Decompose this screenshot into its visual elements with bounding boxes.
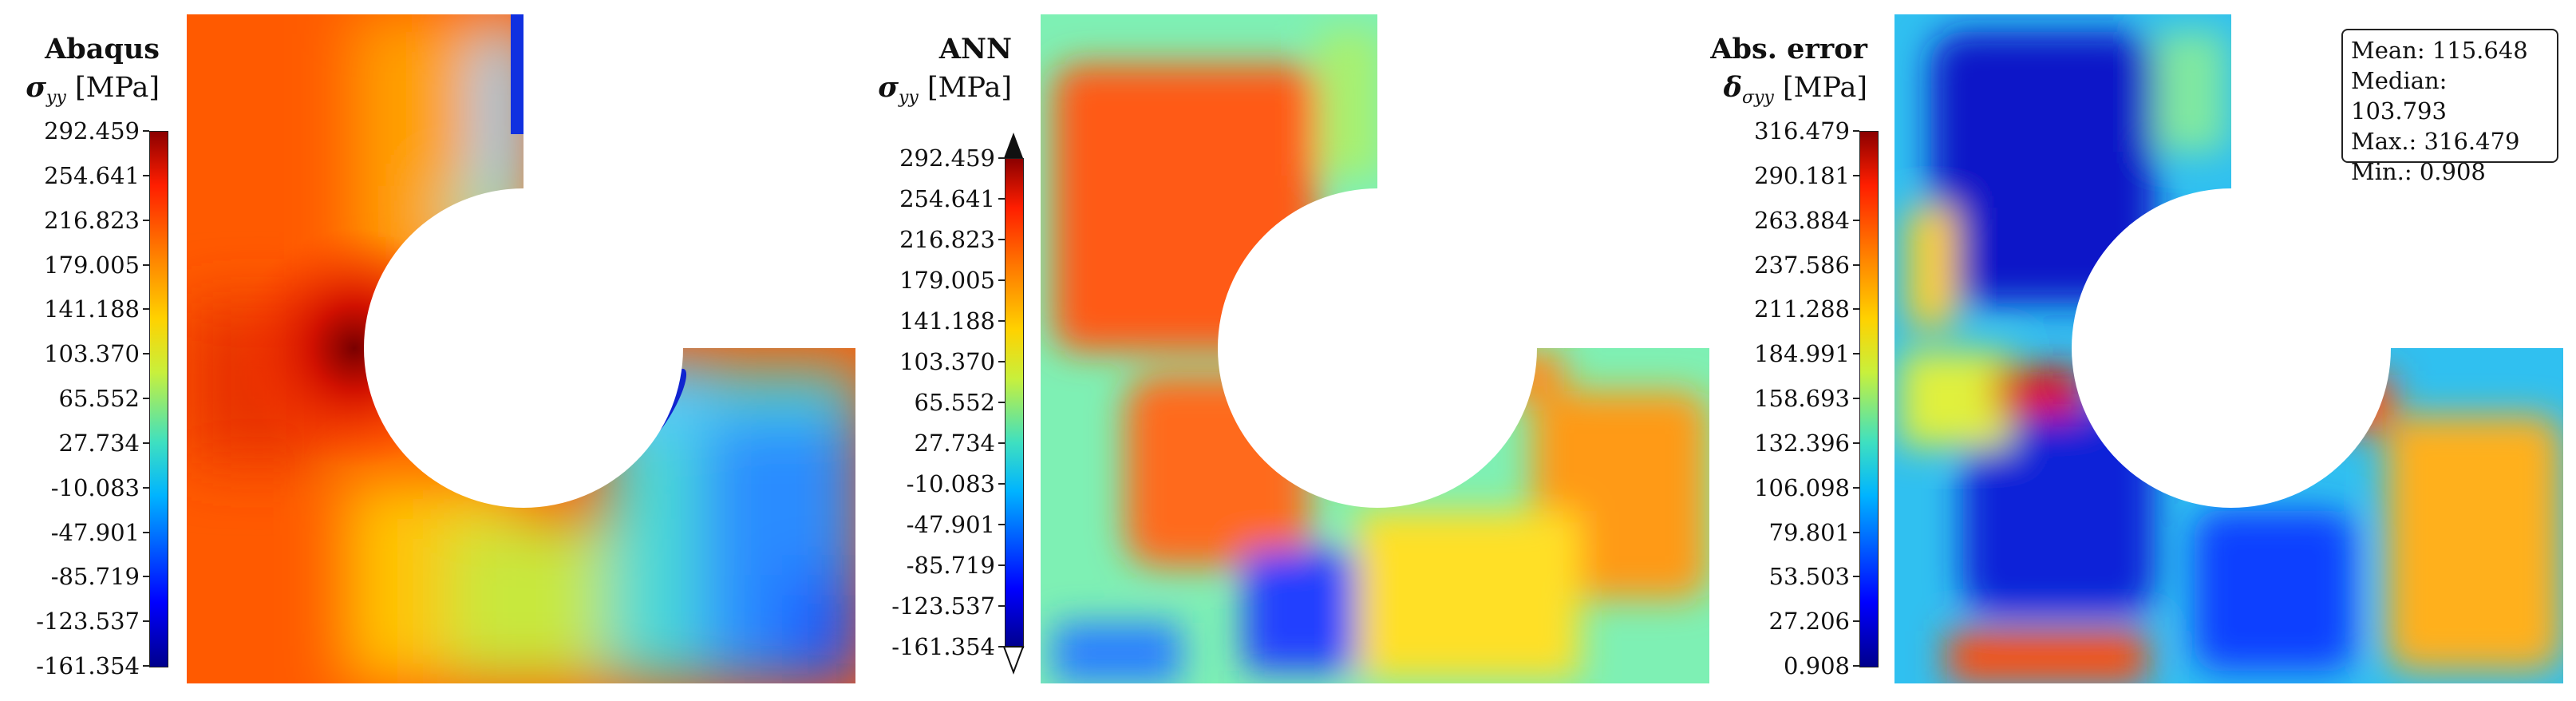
panel3-colorbar [1859,131,1879,667]
stat-mean: Mean: 115.648 [2351,37,2528,64]
colorbar-tick-mark [998,483,1005,485]
colorbar-tick-label: 216.823 [44,206,140,234]
colorbar-tick-mark [143,308,149,311]
colorbar-tick-mark [1853,531,1859,533]
colorbar-tick-mark [1853,353,1859,355]
panel1-colorbar [149,131,168,667]
panel3-title: Abs. error [1710,33,1867,65]
colorbar-tick-label: 27.734 [58,429,140,457]
colorbar-tick-mark [143,398,149,399]
colorbar-tick-mark [998,239,1005,240]
colorbar-tick-mark [1853,442,1859,444]
colorbar-tick-mark [143,442,149,444]
colorbar-tick-mark [143,130,149,132]
stat-min: Min.: 0.908 [2351,158,2486,185]
colorbar-tick-mark [1853,174,1859,176]
colorbar-tick-mark [998,279,1005,281]
colorbar-tick-mark [998,646,1005,648]
panel2-colorbar-arrows [1002,133,1025,675]
colorbar-tick-mark [143,353,149,355]
error-stats-box: Mean: 115.648 Median: 103.793 Max.: 316.… [2341,29,2558,185]
panel2-title: ANN [938,33,1012,65]
colorbar-tick-mark [998,402,1005,403]
colorbar-tick-mark [1853,620,1859,623]
colorbar-tick-mark [143,219,149,221]
colorbar-tick-label: 316.479 [1754,117,1850,145]
abaqus-field [187,14,862,683]
colorbar-tick-label: 141.188 [899,307,995,335]
colorbar-tick-label: -10.083 [50,473,140,501]
colorbar-tick-label: 79.801 [1768,518,1850,546]
colorbar-tick-mark [1853,486,1859,489]
colorbar-tick-mark [998,157,1005,159]
colorbar-tick-label: 158.693 [1754,385,1850,412]
colorbar-tick-mark [1853,308,1859,311]
colorbar-tick-mark [143,620,149,623]
colorbar-tick-mark [143,174,149,176]
colorbar-tick-mark [998,320,1005,322]
colorbar-tick-mark [143,531,149,533]
colorbar-tick-mark [998,198,1005,200]
panel2-colorbar [1005,158,1024,648]
colorbar-tick-label: -161.354 [36,652,140,679]
stat-median: Median: 103.793 [2351,67,2448,125]
colorbar-tick-mark [143,665,149,667]
colorbar-tick-label: 290.181 [1754,161,1850,189]
colorbar-tick-label: 0.908 [1783,652,1850,679]
colorbar-tick-label: 106.098 [1754,473,1850,501]
colorbar-tick-label: 103.370 [44,340,140,368]
colorbar-tick-mark [998,361,1005,362]
colorbar-tick-label: 237.586 [1754,251,1850,279]
colorbar-tick-label: 263.884 [1754,206,1850,234]
colorbar-tick-mark [143,263,149,266]
colorbar-tick-label: 254.641 [899,185,995,212]
colorbar-tick-label: 132.396 [1754,429,1850,457]
panel1-quantity-label: σyy [MPa] [26,71,160,108]
colorbar-tick-mark [1853,130,1859,132]
colorbar-tick-label: -47.901 [50,518,140,546]
colorbar-tick-label: 65.552 [58,385,140,412]
colorbar-tick-mark [998,442,1005,444]
colorbar-tick-mark [1853,263,1859,266]
colorbar-tick-label: -85.719 [50,563,140,591]
colorbar-tick-mark [1853,576,1859,578]
colorbar-tick-label: 53.503 [1768,563,1850,591]
colorbar-tick-label: 292.459 [44,117,140,145]
colorbar-tick-mark [1853,398,1859,399]
colorbar-tick-label: 211.288 [1754,295,1850,323]
colorbar-tick-mark [1853,665,1859,667]
colorbar-tick-label: 216.823 [899,226,995,253]
colorbar-tick-label: 292.459 [899,145,995,172]
colorbar-tick-label: -85.719 [906,552,995,579]
colorbar-tick-mark [998,605,1005,607]
colorbar-tick-label: -123.537 [891,592,995,620]
colorbar-tick-label: 184.991 [1754,340,1850,368]
colorbar-tick-label: 27.206 [1768,608,1850,636]
colorbar-tick-label: 27.734 [914,430,995,457]
colorbar-tick-label: -47.901 [906,511,995,538]
panel1-title: Abaqus [45,33,160,65]
colorbar-tick-label: 141.188 [44,295,140,323]
colorbar-tick-mark [998,524,1005,525]
colorbar-tick-mark [998,564,1005,566]
stat-max: Max.: 316.479 [2351,128,2520,155]
panel2-quantity-label: σyy [MPa] [878,71,1012,108]
colorbar-tick-label: -123.537 [36,608,140,636]
colorbar-tick-label: 103.370 [899,348,995,375]
colorbar-tick-mark [143,576,149,578]
colorbar-tick-label: 179.005 [44,251,140,279]
colorbar-tick-label: -10.083 [906,470,995,497]
colorbar-tick-label: 179.005 [899,267,995,294]
ann-field [1041,14,1709,683]
panel3-quantity-label: δσyy [MPa] [1723,71,1867,108]
colorbar-tick-label: -161.354 [891,633,995,660]
colorbar-tick-label: 65.552 [914,389,995,416]
colorbar-tick-label: 254.641 [44,161,140,189]
colorbar-tick-mark [143,486,149,489]
colorbar-tick-mark [1853,219,1859,221]
